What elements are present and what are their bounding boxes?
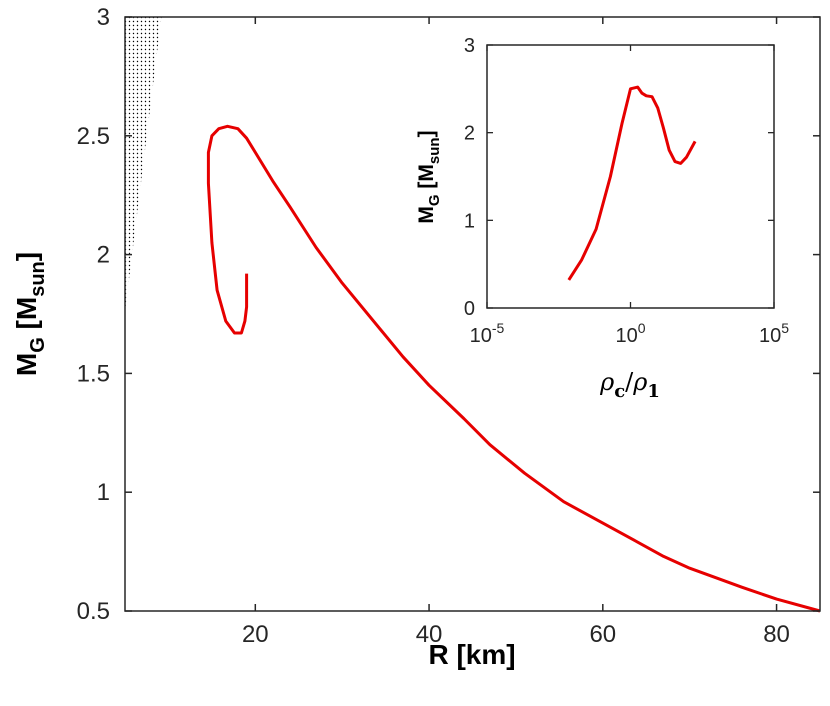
main-panel: 20 40 60 80 0.511.522.53 R [km] MG [Msun] — [11, 4, 821, 670]
inset-y-tick-label: 1 — [464, 210, 475, 232]
inset-y-axis-label: MG [Msun] — [415, 130, 443, 223]
inset-y-tick-label: 0 — [464, 298, 475, 320]
inset-panel: 10-5 100 105 0 1 2 3 ρc/ρ1 MG [Msun] — [415, 35, 789, 402]
inset-x-tick-label: 105 — [759, 320, 789, 347]
main-x-tick-label: 80 — [763, 621, 790, 648]
mass-radius-curve — [206, 124, 821, 613]
inset-x-axis-ticks: 10-5 100 105 — [470, 45, 789, 347]
causality-shaded-region — [125, 17, 162, 312]
main-x-axis-label: R [km] — [428, 639, 515, 670]
inset-y-tick-label: 3 — [464, 35, 475, 57]
main-x-tick-label: 60 — [589, 621, 616, 648]
main-x-tick-label: 40 — [416, 621, 443, 648]
main-plot-frame — [124, 16, 821, 612]
inset-background — [487, 45, 774, 308]
mass-density-curve — [567, 85, 697, 281]
inset-x-tick-label: 100 — [615, 320, 645, 347]
inset-x-tick-label: 10-5 — [470, 320, 505, 347]
main-y-axis-ticks: 0.5 1 1.5 2 2.5 3 — [77, 4, 820, 625]
main-x-tick-label: 20 — [242, 621, 269, 648]
main-y-tick-label: 1.5 — [77, 360, 110, 387]
main-y-axis-label: MG [Msun] — [11, 252, 49, 376]
main-y-tick-label: 0.5 — [77, 598, 110, 625]
main-y-tick-label: 2 — [97, 242, 110, 269]
inset-y-axis-ticks: 0 1 2 3 — [464, 35, 774, 320]
inset-x-axis-label: ρc/ρ1 — [599, 368, 660, 402]
main-x-axis-ticks: 20 40 60 80 — [242, 17, 790, 648]
main-y-tick-label: 2.5 — [77, 123, 110, 150]
inset-y-tick-label: 2 — [464, 123, 475, 145]
main-y-tick-label: 3 — [97, 4, 110, 31]
main-y-tick-label: 1 — [97, 479, 110, 506]
